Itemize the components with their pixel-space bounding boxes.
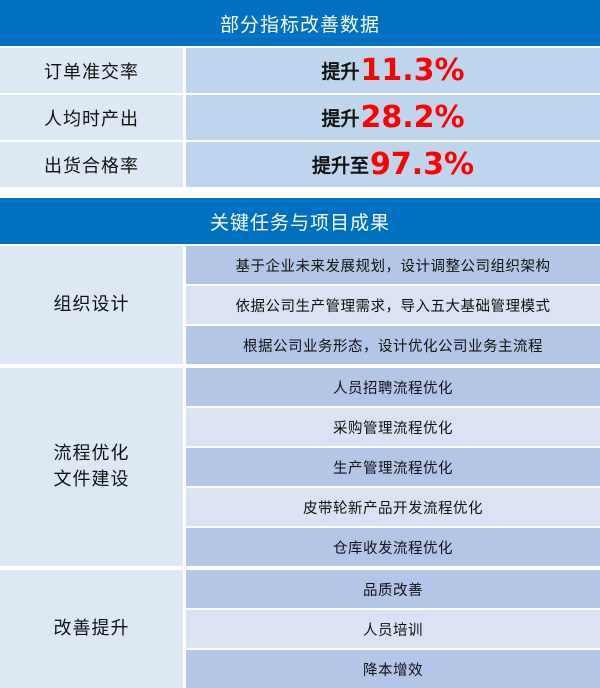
task-group: 组织设计 基于企业未来发展规划，设计调整公司组织架构 依据公司生产管理需求，导入… xyxy=(0,246,600,364)
metric-label: 人均时产出 xyxy=(0,95,183,140)
metric-value: 97.3% xyxy=(369,147,475,182)
group-label: 组织设计 xyxy=(0,246,183,364)
metric-value-cell: 提升 11.3% xyxy=(186,48,600,93)
task-item: 人员培训 xyxy=(186,610,600,648)
metric-label: 出货合格率 xyxy=(0,142,183,187)
tasks-header: 关键任务与项目成果 xyxy=(0,198,600,244)
metric-value: 11.3% xyxy=(360,53,465,88)
task-item: 皮带轮新产品开发流程优化 xyxy=(186,488,600,526)
group-label: 改善提升 xyxy=(0,570,183,688)
task-item: 依据公司生产管理需求，导入五大基础管理模式 xyxy=(186,286,600,324)
metric-label: 订单准交率 xyxy=(0,48,183,93)
task-item: 人员招聘流程优化 xyxy=(186,368,600,406)
task-group: 流程优化 文件建设 人员招聘流程优化 采购管理流程优化 生产管理流程优化 皮带轮… xyxy=(0,368,600,566)
group-label: 流程优化 文件建设 xyxy=(0,368,183,566)
task-item: 采购管理流程优化 xyxy=(186,408,600,446)
task-item: 生产管理流程优化 xyxy=(186,448,600,486)
metrics-header: 部分指标改善数据 xyxy=(0,0,600,46)
task-item: 仓库收发流程优化 xyxy=(186,528,600,566)
task-group: 改善提升 品质改善 人员培训 降本增效 xyxy=(0,570,600,688)
metric-value-cell: 提升至 97.3% xyxy=(186,142,600,187)
task-item: 品质改善 xyxy=(186,570,600,608)
metric-prefix: 提升至 xyxy=(311,155,369,177)
metric-prefix: 提升 xyxy=(321,108,360,130)
metric-row: 订单准交率 提升 11.3% xyxy=(0,48,600,93)
task-item: 基于企业未来发展规划，设计调整公司组织架构 xyxy=(186,246,600,284)
metric-value-cell: 提升 28.2% xyxy=(186,95,600,140)
task-item: 降本增效 xyxy=(186,650,600,688)
metric-row: 人均时产出 提升 28.2% xyxy=(0,95,600,140)
metric-row: 出货合格率 提升至 97.3% xyxy=(0,142,600,187)
metrics-table: 订单准交率 提升 11.3% 人均时产出 提升 28.2% 出货合格率 提升至 97.… xyxy=(0,48,600,187)
metric-prefix: 提升 xyxy=(321,61,360,83)
metric-value: 28.2% xyxy=(360,100,465,135)
task-item: 根据公司业务形态，设计优化公司业务主流程 xyxy=(186,326,600,364)
